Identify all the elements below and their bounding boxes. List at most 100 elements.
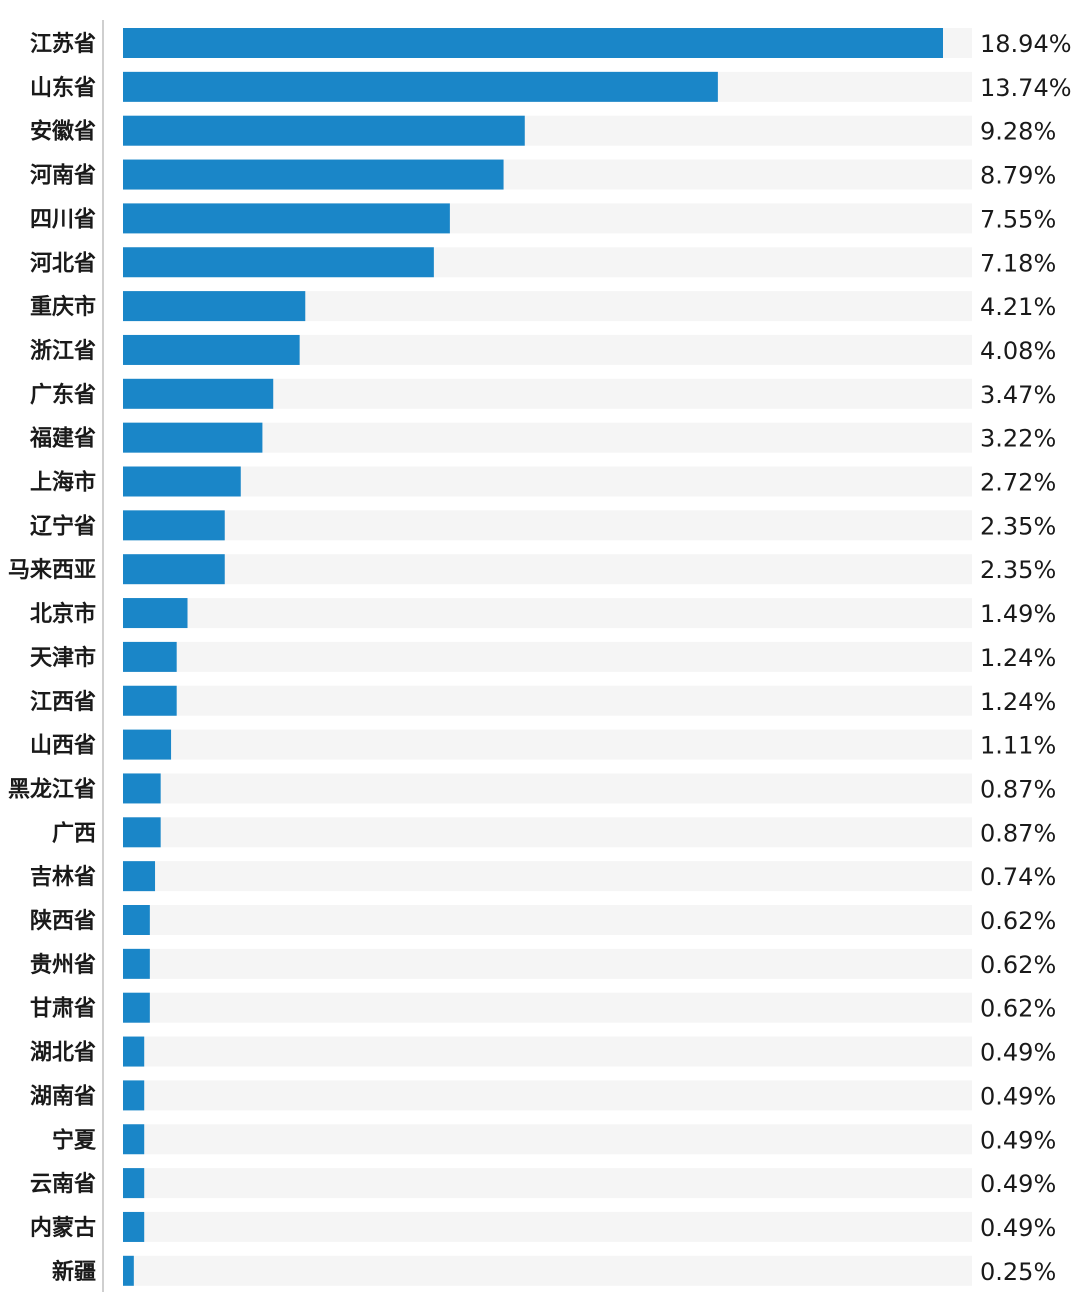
bar-track	[123, 1255, 972, 1286]
bar-row: 广东省 3.47%	[30, 378, 1056, 409]
value-label: 0.62%	[980, 995, 1056, 1023]
bar	[123, 247, 434, 278]
bar-row: 陕西省 0.62%	[30, 905, 1056, 935]
value-label: 0.87%	[980, 775, 1056, 803]
category-label: 北京市	[30, 601, 96, 627]
category-label: 云南省	[30, 1172, 96, 1197]
category-label: 山西省	[30, 734, 96, 759]
bar-row: 湖北省 0.49%	[30, 1036, 1056, 1067]
bar-row: 安徽省 9.28%	[30, 115, 1056, 146]
bar-track	[123, 861, 972, 892]
value-label: 2.35%	[980, 512, 1056, 540]
bar	[123, 948, 150, 979]
bar-row: 江苏省 18.94%	[30, 28, 1072, 58]
bar	[123, 1168, 145, 1199]
value-label: 0.49%	[980, 1214, 1056, 1242]
bar	[123, 1080, 145, 1111]
bar	[123, 334, 300, 365]
bar-row: 浙江省 4.08%	[30, 334, 1056, 365]
bar-track	[123, 817, 972, 848]
category-label: 甘肃省	[30, 996, 96, 1022]
bar-row: 广西 0.87%	[52, 817, 1056, 848]
bar-track	[123, 422, 972, 453]
category-label: 黑龙江省	[8, 777, 96, 802]
bar	[123, 861, 156, 892]
bar-row: 甘肃省 0.62%	[30, 992, 1056, 1023]
bar-row: 河北省 7.18%	[30, 247, 1056, 278]
category-label: 江苏省	[30, 31, 96, 57]
bar-row: 吉林省 0.74%	[30, 861, 1056, 892]
category-label: 河南省	[30, 164, 96, 189]
value-label: 2.35%	[980, 556, 1056, 584]
bar-track	[123, 1211, 972, 1242]
bar	[123, 817, 161, 848]
bar-row: 四川省 7.55%	[30, 203, 1056, 234]
bar-row: 黑龙江省 0.87%	[8, 773, 1056, 804]
bar-track	[123, 948, 972, 979]
bar-row: 云南省 0.49%	[30, 1168, 1056, 1199]
category-label: 天津市	[30, 645, 96, 671]
bar	[123, 773, 161, 804]
bar-track	[123, 1124, 972, 1155]
value-label: 1.49%	[980, 600, 1056, 628]
value-label: 13.74%	[980, 74, 1072, 102]
bar-track	[123, 773, 972, 804]
bar-row: 贵州省 0.62%	[30, 948, 1056, 979]
value-label: 0.49%	[980, 1039, 1056, 1067]
value-label: 3.47%	[980, 381, 1056, 409]
bar-track	[123, 729, 972, 760]
category-label: 福建省	[29, 427, 96, 452]
value-label: 2.72%	[980, 469, 1056, 497]
bar-track	[123, 1168, 972, 1199]
bar	[123, 992, 150, 1023]
bar	[123, 1255, 134, 1286]
bar-track	[123, 1036, 972, 1067]
value-label: 0.49%	[980, 1082, 1056, 1110]
bar-row: 马来西亚 2.35%	[8, 554, 1056, 585]
value-label: 8.79%	[980, 162, 1056, 190]
category-label: 上海市	[30, 470, 96, 496]
category-label: 浙江省	[30, 339, 96, 364]
category-label: 宁夏	[52, 1127, 97, 1153]
value-label: 0.49%	[980, 1126, 1056, 1154]
bar-row: 湖南省 0.49%	[30, 1080, 1056, 1111]
bar	[123, 598, 188, 629]
value-label: 7.18%	[980, 249, 1056, 277]
bar	[123, 71, 718, 102]
bar	[123, 905, 150, 935]
category-label: 重庆市	[30, 294, 96, 320]
chart-rows: 江苏省 18.94% 山东省 13.74% 安徽省 9.28% 河南省 8.79% 四川省 7.5…	[8, 28, 1072, 1286]
bar-row: 天津市 1.24%	[30, 641, 1056, 672]
category-label: 内蒙古	[30, 1215, 96, 1241]
bar	[123, 641, 177, 672]
bar-row: 山西省 1.11%	[30, 729, 1056, 760]
category-label: 广东省	[30, 382, 96, 408]
category-label: 贵州省	[30, 953, 96, 978]
bar	[123, 203, 450, 234]
bar-track	[123, 510, 972, 541]
value-label: 0.49%	[980, 1170, 1056, 1198]
bar-row: 上海市 2.72%	[30, 466, 1056, 497]
bar-row: 宁夏 0.49%	[52, 1124, 1056, 1155]
value-label: 9.28%	[980, 118, 1056, 146]
category-label: 湖南省	[30, 1084, 96, 1109]
category-label: 马来西亚	[8, 558, 96, 583]
value-label: 0.62%	[980, 907, 1056, 935]
bar	[123, 1124, 145, 1155]
value-label: 18.94%	[980, 30, 1072, 58]
value-label: 0.74%	[980, 863, 1056, 891]
bar-row: 新疆 0.25%	[52, 1255, 1056, 1286]
category-label: 陕西省	[30, 909, 96, 934]
value-label: 1.24%	[980, 688, 1056, 716]
category-label: 安徽省	[30, 119, 96, 145]
bar	[123, 466, 241, 497]
bar	[123, 422, 263, 453]
bar-track	[123, 685, 972, 716]
bar-row: 山东省 13.74%	[30, 71, 1072, 102]
value-label: 1.24%	[980, 644, 1056, 672]
value-label: 0.87%	[980, 819, 1056, 847]
category-label: 江西省	[30, 690, 96, 715]
bar	[123, 729, 172, 760]
category-label: 河北省	[30, 251, 96, 276]
bar-row: 北京市 1.49%	[30, 598, 1056, 629]
